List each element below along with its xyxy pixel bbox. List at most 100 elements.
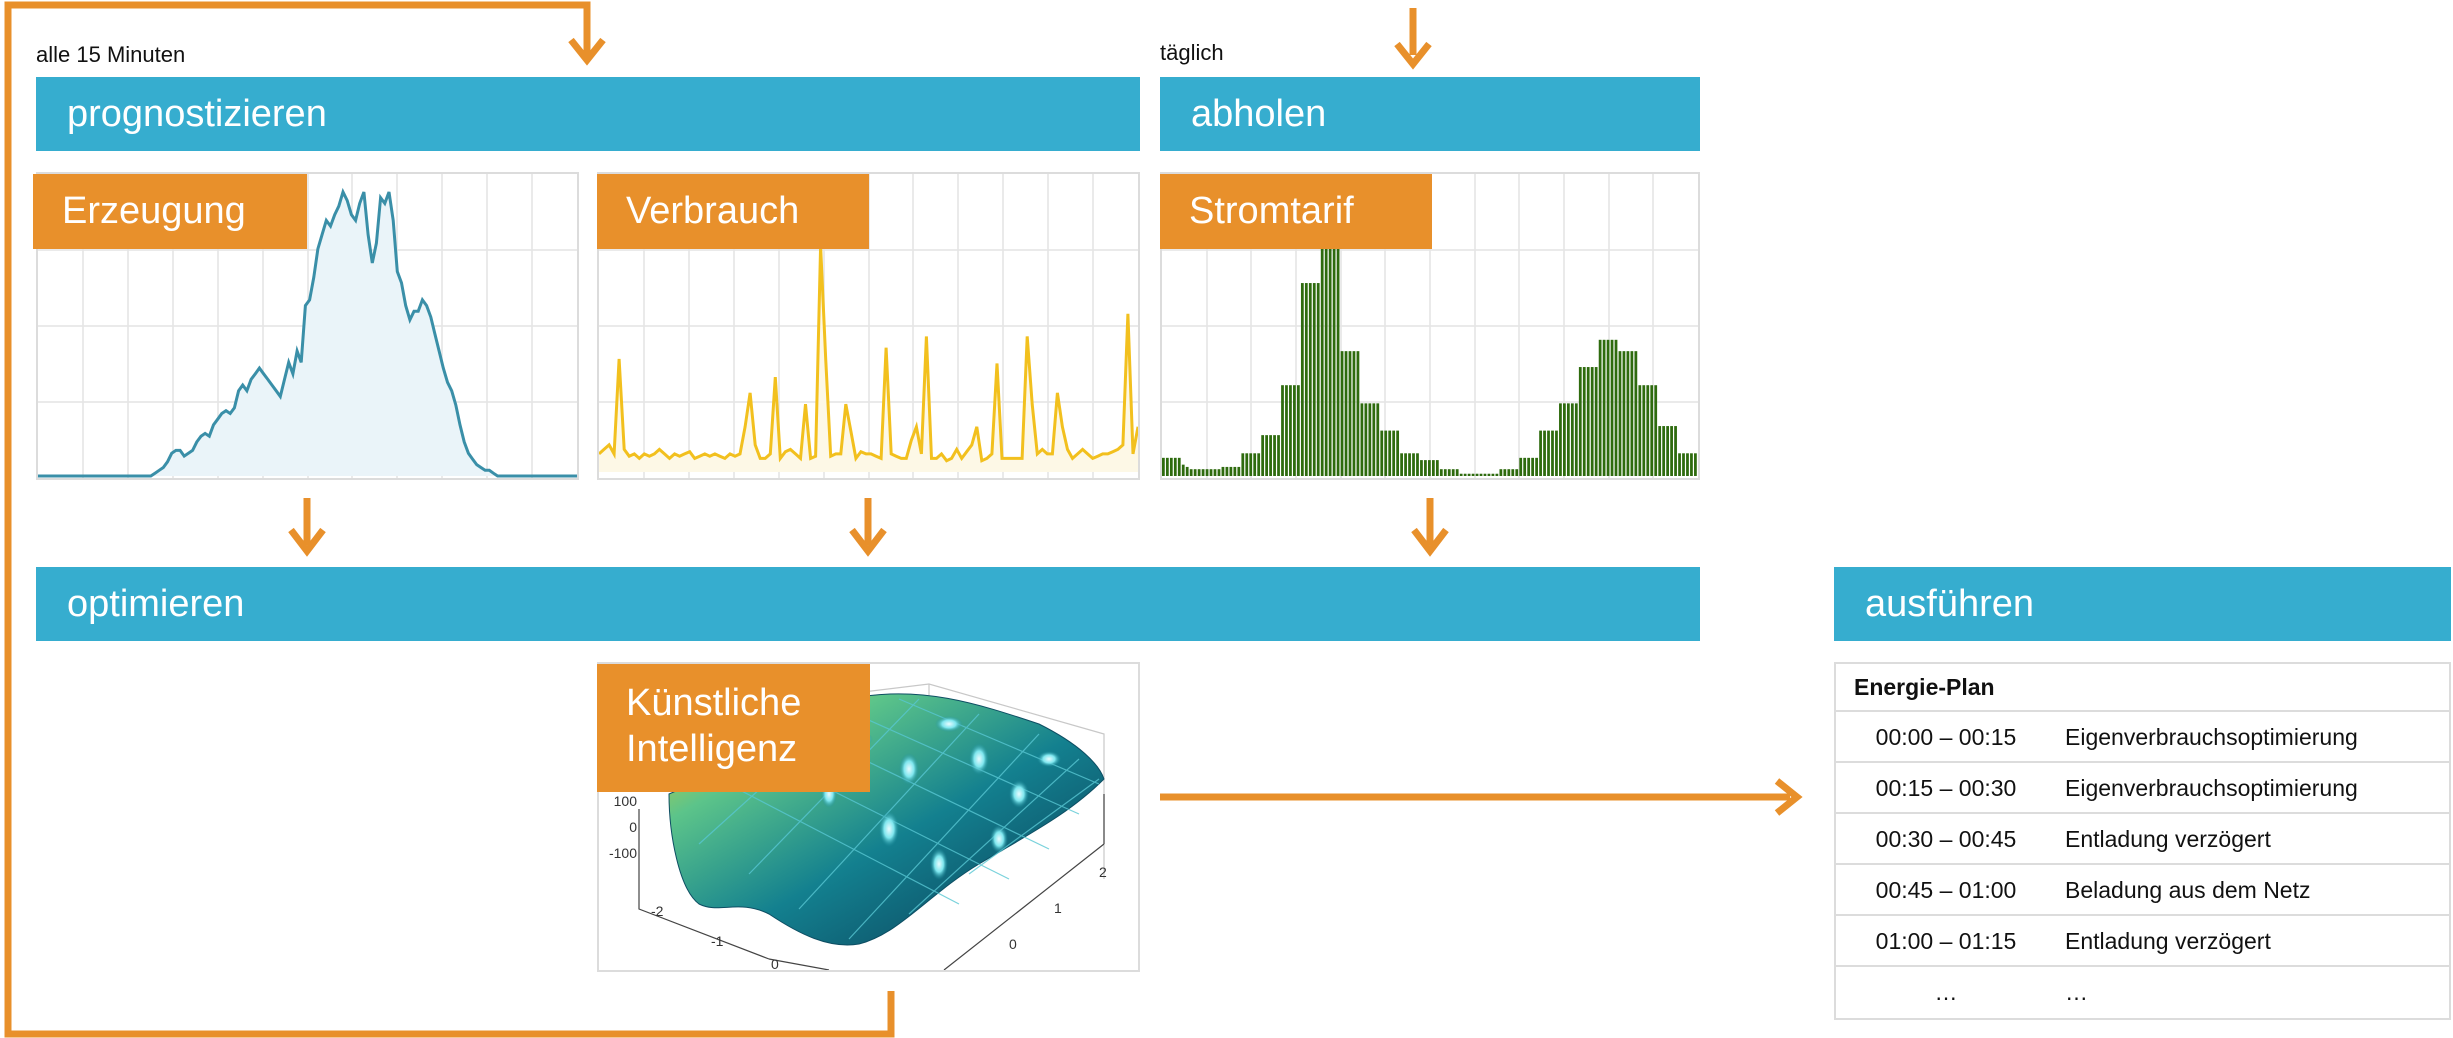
tariff-bar: [1233, 466, 1237, 476]
x-tick-minus-1: -1: [711, 933, 724, 949]
tariff-bar: [1586, 367, 1590, 476]
z-tick-100: 100: [614, 793, 638, 809]
table-row: 00:15 – 00:30 Eigenverbrauchsoptimierung: [1836, 763, 2449, 814]
generation-area: [38, 192, 577, 476]
tariff-bar: [1582, 367, 1586, 476]
table-row: … …: [1836, 967, 2449, 1018]
stage-forecast: prognostizieren: [36, 77, 1140, 151]
tariff-bar: [1197, 469, 1201, 476]
tariff-bar: [1543, 430, 1546, 476]
plan-time: 00:00 – 00:15: [1875, 724, 2017, 750]
tariff-bar: [1312, 283, 1316, 476]
tariff-bars: [1162, 249, 1697, 476]
tariff-bar: [1392, 430, 1396, 476]
tariff-chart: [1162, 174, 1698, 478]
tariff-bar: [1483, 473, 1487, 476]
tariff-bar: [1348, 351, 1352, 476]
tariff-bar: [1316, 283, 1320, 476]
stage-fetch: abholen: [1160, 77, 1700, 151]
generation-line: [38, 187, 577, 478]
energy-plan-title: Energie-Plan: [1836, 664, 2449, 712]
tariff-bar: [1185, 466, 1189, 476]
tariff-bar: [1384, 430, 1388, 476]
tariff-bar: [1388, 430, 1392, 476]
tariff-bar: [1364, 403, 1368, 476]
tariff-bar: [1658, 426, 1662, 476]
tariff-bar: [1618, 351, 1622, 476]
tariff-bar: [1574, 403, 1578, 476]
execute-arrowhead-icon: [1774, 778, 1803, 816]
tariff-bar: [1416, 453, 1419, 476]
tariff-bar: [1344, 351, 1348, 476]
tariff-bar: [1352, 351, 1356, 476]
tariff-bar: [1340, 351, 1344, 476]
tariff-bar: [1380, 430, 1384, 476]
tariff-bar: [1308, 283, 1312, 476]
tariff-bar: [1495, 473, 1499, 476]
tariff-bar: [1499, 469, 1503, 476]
tariff-bar: [1682, 453, 1685, 476]
tariff-bar: [1439, 469, 1443, 476]
stage-optimize: optimieren: [36, 567, 1700, 641]
tariff-bar: [1566, 403, 1570, 476]
loop-path: [4, 1, 895, 1038]
z-tick-0: 0: [629, 819, 637, 835]
tariff-bar: [1570, 403, 1574, 476]
tariff-bar: [1293, 385, 1296, 476]
tariff-bar: [1467, 473, 1471, 476]
daily-arrowhead-icon: [1394, 41, 1432, 70]
tariff-bar: [1356, 351, 1360, 476]
tariff-bar: [1245, 453, 1249, 476]
tariff-bar: [1400, 453, 1403, 476]
tariff-bar: [1563, 403, 1566, 476]
tariff-bar: [1285, 385, 1288, 476]
tariff-bar: [1634, 351, 1638, 476]
tariff-bar: [1431, 460, 1435, 476]
plan-time: …: [1934, 979, 1958, 1005]
tariff-arrowhead-icon: [1411, 527, 1449, 557]
tariff-bar: [1650, 385, 1654, 476]
plan-time: 00:45 – 01:00: [1875, 877, 2017, 903]
tariff-bar: [1332, 249, 1336, 476]
tariff-bar: [1511, 469, 1515, 476]
tariff-bar: [1320, 249, 1324, 476]
tariff-bar: [1300, 283, 1304, 476]
tariff-bar: [1177, 457, 1181, 476]
tariff-bar: [1296, 385, 1300, 476]
stage-execute: ausführen: [1834, 567, 2451, 641]
tariff-bar: [1642, 385, 1646, 476]
y-tick-2: 2: [1099, 864, 1107, 880]
loop-arrowhead-icon: [568, 37, 606, 66]
tariff-bar: [1626, 351, 1630, 476]
tariff-bar: [1690, 453, 1693, 476]
tariff-bar: [1229, 466, 1233, 476]
tariff-bar: [1249, 453, 1253, 476]
tariff-bar: [1614, 339, 1618, 476]
plan-action: Eigenverbrauchsoptimierung: [2065, 724, 2358, 750]
tariff-bar: [1662, 426, 1666, 476]
tariff-bar: [1162, 457, 1165, 476]
tariff-bar: [1265, 435, 1268, 476]
tariff-bar: [1396, 430, 1400, 476]
consumption-chart: [599, 174, 1138, 478]
plan-action: Entladung verzögert: [2065, 928, 2271, 954]
consumption-line: [599, 245, 1138, 463]
plan-action: Eigenverbrauchsoptimierung: [2065, 775, 2358, 801]
tariff-bar: [1237, 466, 1241, 476]
tariff-bar: [1281, 385, 1284, 476]
tariff-bar: [1205, 469, 1209, 476]
tariff-bar: [1670, 426, 1673, 476]
tariff-bar: [1638, 385, 1642, 476]
tariff-bar: [1559, 403, 1562, 476]
tariff-bar: [1578, 367, 1582, 476]
surface-axes: [638, 794, 1105, 970]
plan-action: Entladung verzögert: [2065, 826, 2271, 852]
tariff-bar: [1666, 426, 1670, 476]
tariff-bar: [1201, 469, 1205, 476]
tariff-bar: [1654, 385, 1658, 476]
tariff-bar: [1471, 473, 1475, 476]
tariff-bar: [1376, 403, 1380, 476]
ai-label-line1: Künstliche: [626, 682, 802, 724]
tariff-bar: [1213, 469, 1217, 476]
tariff-bar: [1304, 283, 1308, 476]
